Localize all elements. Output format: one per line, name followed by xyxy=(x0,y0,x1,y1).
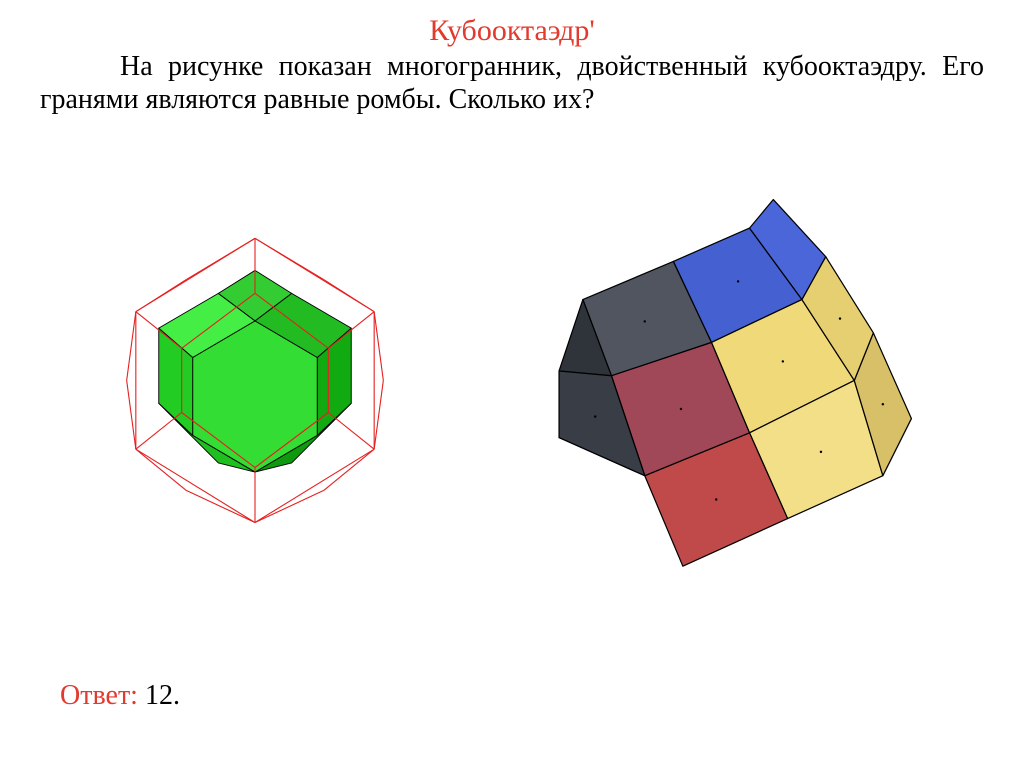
figures-row xyxy=(0,180,1024,610)
answer-line: Ответ: 12. xyxy=(60,680,180,712)
figure-rhombic-dodecahedron xyxy=(540,190,940,590)
page-title: Кубооктаэдр' xyxy=(0,0,1024,48)
problem-text-content: На рисунке показан многогранник, двойств… xyxy=(40,51,984,115)
figure-cuboctahedron xyxy=(90,220,420,550)
problem-text: На рисунке показан многогранник, двойств… xyxy=(0,50,1024,116)
answer-label: Ответ: xyxy=(60,680,138,711)
answer-value: 12. xyxy=(138,680,180,711)
